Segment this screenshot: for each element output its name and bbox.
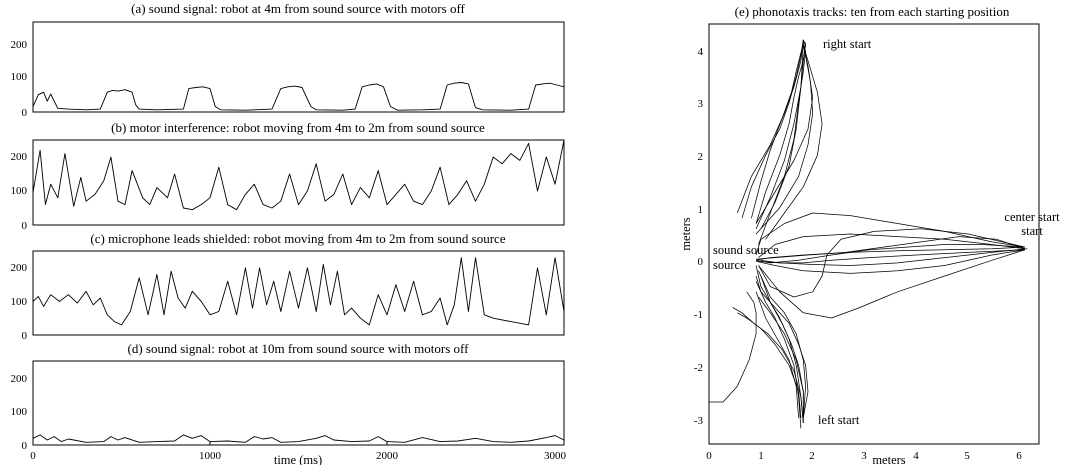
- panel-c-ytick-100: 100: [11, 296, 28, 308]
- panel-e-ytick-4: 4: [698, 46, 704, 58]
- panel-e-xtick-4: 4: [913, 450, 919, 462]
- panel-a-ytick-200: 200: [11, 39, 28, 51]
- phonotaxis-track-28: [756, 292, 799, 418]
- panel-b-title: (b) motor interference: robot moving fro…: [111, 120, 485, 135]
- panel-a-title: (a) sound signal: robot at 4m from sound…: [131, 1, 465, 16]
- panel-c-signal-line: [33, 258, 564, 325]
- panel-e-xtick-6: 6: [1016, 450, 1022, 462]
- panel-b-ytick-100: 100: [11, 185, 28, 197]
- panel-d-signal-line: [33, 435, 564, 442]
- panel-b-frame: [33, 140, 564, 225]
- panel-e-ytick-neg1: -1: [694, 309, 703, 321]
- panel-e-ytick-2: 2: [698, 151, 704, 163]
- annotation-right-start: right start: [823, 37, 872, 51]
- panel-d: (d) sound signal: robot at 10m from soun…: [11, 341, 567, 465]
- annotation-left-start: left start: [818, 413, 860, 427]
- panel-e-tracks: [709, 40, 1027, 429]
- panel-a-signal-line: [33, 83, 564, 111]
- phonotaxis-track-8: [756, 45, 813, 224]
- panel-e-ytick-neg3: -3: [694, 415, 704, 427]
- panel-d-xtick-2000: 2000: [376, 450, 399, 462]
- panel-d-ytick-200: 200: [11, 373, 28, 385]
- panel-b: (b) motor interference: robot moving fro…: [11, 120, 565, 232]
- panel-e-xlabel: meters: [872, 453, 905, 465]
- panel-e-ylabel: meters: [679, 217, 693, 250]
- annotation-center-start-2: start: [1021, 224, 1043, 238]
- panel-a-frame: [33, 22, 564, 112]
- phonotaxis-track-21: [756, 266, 803, 424]
- panel-d-xtick-1000: 1000: [199, 450, 222, 462]
- panel-d-xtick-3000: 3000: [544, 450, 567, 462]
- panel-d-title: (d) sound signal: robot at 10m from soun…: [128, 341, 470, 356]
- panel-a: (a) sound signal: robot at 4m from sound…: [11, 1, 565, 119]
- panel-e-frame: [709, 24, 1039, 444]
- panel-d-ytick-100: 100: [11, 406, 28, 418]
- panel-b-signal-line: [33, 140, 564, 210]
- panel-c: (c) microphone leads shielded: robot mov…: [11, 231, 565, 342]
- phonotaxis-track-17: [756, 245, 1025, 263]
- panel-e-ytick-neg2: -2: [694, 362, 703, 374]
- panel-e-xtick-2: 2: [809, 450, 815, 462]
- panel-a-ytick-100: 100: [11, 71, 28, 83]
- panel-b-ytick-0: 0: [22, 220, 28, 232]
- annotation-sound-source-2: source: [713, 258, 746, 272]
- panel-a-ytick-0: 0: [22, 107, 28, 119]
- panel-d-frame: [33, 361, 564, 445]
- phonotaxis-track-25: [733, 308, 804, 424]
- panel-e-title: (e) phonotaxis tracks: ten from each sta…: [735, 4, 1010, 19]
- panel-b-ytick-200: 200: [11, 151, 28, 163]
- annotation-center-start: center start: [1004, 210, 1060, 224]
- panel-e-ytick-3: 3: [698, 98, 704, 110]
- panel-e: (e) phonotaxis tracks: ten from each sta…: [679, 4, 1060, 465]
- panel-c-frame: [33, 251, 564, 335]
- panel-e-xtick-0: 0: [706, 450, 712, 462]
- annotation-sound-source: sound source: [713, 243, 779, 257]
- phonotaxis-track-13: [756, 247, 1025, 260]
- panel-e-xtick-3: 3: [861, 450, 867, 462]
- panel-e-xtick-5: 5: [964, 450, 970, 462]
- panel-e-ytick-1: 1: [698, 204, 704, 216]
- panel-e-xtick-1: 1: [758, 450, 764, 462]
- panel-c-ytick-0: 0: [22, 330, 28, 342]
- panel-d-xtick-0: 0: [30, 450, 36, 462]
- panel-c-ytick-200: 200: [11, 262, 28, 274]
- panel-e-ytick-0: 0: [698, 256, 704, 268]
- phonotaxis-track-2: [751, 42, 803, 218]
- panel-d-ytick-0: 0: [22, 440, 28, 452]
- panel-d-xlabel: time (ms): [274, 453, 322, 465]
- phonotaxis-track-30: [709, 292, 756, 402]
- panel-c-title: (c) microphone leads shielded: robot mov…: [90, 231, 505, 246]
